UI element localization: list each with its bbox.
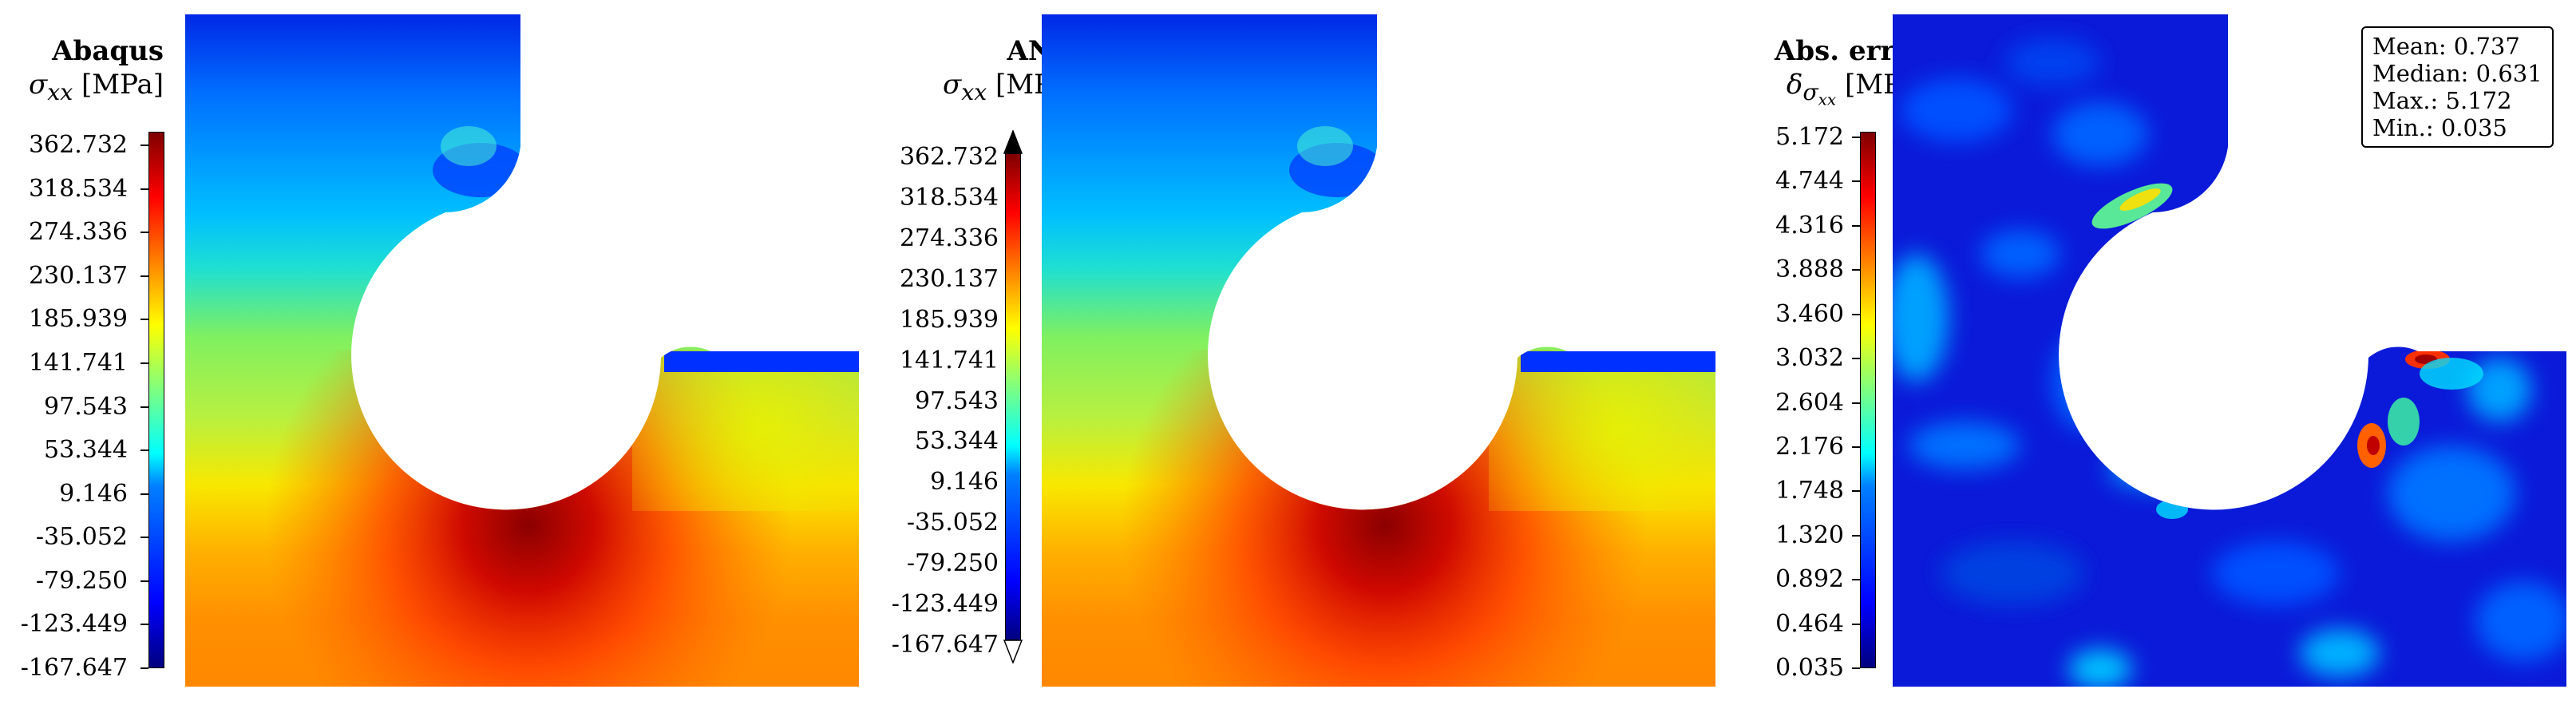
colorbar-tick-label: 318.534	[899, 183, 999, 212]
colorbar-tick-label: -123.449	[891, 590, 999, 619]
colorbar-tick-mark	[1852, 269, 1860, 271]
stress-field-plot	[185, 14, 859, 687]
colorbar-tick-mark	[140, 275, 148, 277]
colorbar-tick-label: -123.449	[20, 610, 128, 639]
colorbar-tick-mark	[140, 145, 148, 146]
colorbar-tick-label: 3.460	[1775, 299, 1844, 328]
colorbar-tick-mark	[1852, 358, 1860, 360]
colorbar	[148, 132, 164, 668]
colorbar-tick-mark	[140, 188, 148, 190]
colorbar-tick-mark	[1852, 137, 1860, 138]
colorbar-tick-mark	[1852, 490, 1860, 493]
colorbar-tick-label: 2.604	[1775, 388, 1844, 417]
colorbar-tick-mark	[1852, 579, 1860, 581]
colorbar-tick-mark	[1852, 180, 1860, 183]
colorbar-tick-mark	[140, 362, 148, 364]
colorbar-tick-label: 141.741	[28, 348, 128, 377]
quantity-label: σxx [MPa]	[29, 69, 164, 105]
colorbar-tick-label: 230.137	[899, 264, 999, 293]
stats-median: Median: 0.631	[2372, 60, 2542, 87]
colorbar-tick-mark	[140, 537, 148, 539]
colorbar-tick-mark	[140, 580, 148, 582]
stats-box: Mean: 0.737 Median: 0.631 Max.: 5.172 Mi…	[2361, 26, 2554, 148]
colorbar-extend-bottom	[1003, 640, 1023, 663]
colorbar-tick-mark	[140, 667, 148, 669]
colorbar-tick-label: 0.892	[1775, 565, 1844, 594]
colorbar-tick-label: 97.543	[915, 386, 999, 415]
colorbar-tick-mark	[1852, 402, 1860, 404]
colorbar-tick-label: 2.176	[1775, 432, 1844, 461]
colorbar-tick-label: 9.146	[59, 479, 128, 508]
colorbar-tick-label: -35.052	[35, 523, 128, 552]
colorbar-tick-label: 53.344	[915, 427, 999, 456]
colorbar-tick-label: 3.032	[1775, 344, 1844, 373]
colorbar-tick-mark	[1852, 446, 1860, 448]
colorbar-tick-label: 230.137	[28, 261, 128, 290]
colorbar-tick-label: -167.647	[891, 631, 999, 659]
stats-max: Max.: 5.172	[2372, 87, 2512, 114]
colorbar-tick-label: 5.172	[1775, 123, 1844, 151]
colorbar-tick-mark	[1852, 313, 1860, 315]
colorbar-tick-mark	[140, 450, 148, 452]
colorbar-tick-mark	[140, 232, 148, 234]
colorbar-tick-mark	[140, 319, 148, 321]
colorbar-tick-mark	[1852, 224, 1860, 227]
colorbar-tick-label: -79.250	[906, 549, 999, 578]
colorbar-tick-label: 4.744	[1775, 167, 1844, 196]
colorbar-tick-label: 274.336	[899, 224, 999, 252]
colorbar-tick-label: 362.732	[28, 131, 128, 159]
colorbar-tick-label: 318.534	[28, 174, 128, 203]
panel-title: Abaqus	[52, 35, 164, 67]
colorbar-tick-label: 362.732	[899, 143, 999, 171]
colorbar-tick-label: -79.250	[35, 566, 128, 595]
colorbar-tick-label: 9.146	[930, 468, 999, 497]
colorbar-tick-label: 0.464	[1775, 609, 1844, 638]
colorbar-tick-mark	[1852, 667, 1860, 669]
colorbar-tick-label: 53.344	[44, 436, 128, 465]
colorbar-tick-label: -35.052	[906, 509, 999, 537]
colorbar-tick-label: 97.543	[44, 392, 128, 421]
colorbar-tick-label: 0.035	[1775, 654, 1844, 682]
colorbar-tick-label: 141.741	[899, 346, 999, 374]
panel-abaqus: Abaqus σxx [MPa]	[0, 0, 862, 701]
colorbar-tick-mark	[140, 406, 148, 408]
panel-ann: ANN σxx [MPa]	[858, 0, 1720, 701]
colorbar-tick-label: 185.939	[899, 305, 999, 334]
colorbar-tick-mark	[140, 624, 148, 626]
colorbar	[1860, 132, 1876, 668]
stress-field-plot	[1042, 14, 1715, 687]
colorbar-tick-label: -167.647	[20, 654, 128, 682]
colorbar-tick-label: 4.316	[1775, 211, 1844, 240]
panel-abs-error: Abs. error δσxx [MPa]	[1716, 0, 2576, 701]
colorbar-tick-label: 274.336	[28, 218, 128, 247]
stats-min: Min.: 0.035	[2372, 114, 2507, 141]
colorbar-tick-label: 1.320	[1775, 521, 1844, 549]
colorbar	[1005, 153, 1021, 640]
colorbar-extend-top	[1003, 130, 1023, 154]
colorbar-tick-mark	[1852, 534, 1860, 537]
colorbar-tick-mark	[1852, 623, 1860, 625]
colorbar-tick-label: 3.888	[1775, 255, 1844, 284]
colorbar-tick-label: 1.748	[1775, 477, 1844, 505]
colorbar-tick-mark	[140, 493, 148, 495]
colorbar-tick-label: 185.939	[28, 305, 128, 334]
stats-mean: Mean: 0.737	[2372, 33, 2520, 60]
